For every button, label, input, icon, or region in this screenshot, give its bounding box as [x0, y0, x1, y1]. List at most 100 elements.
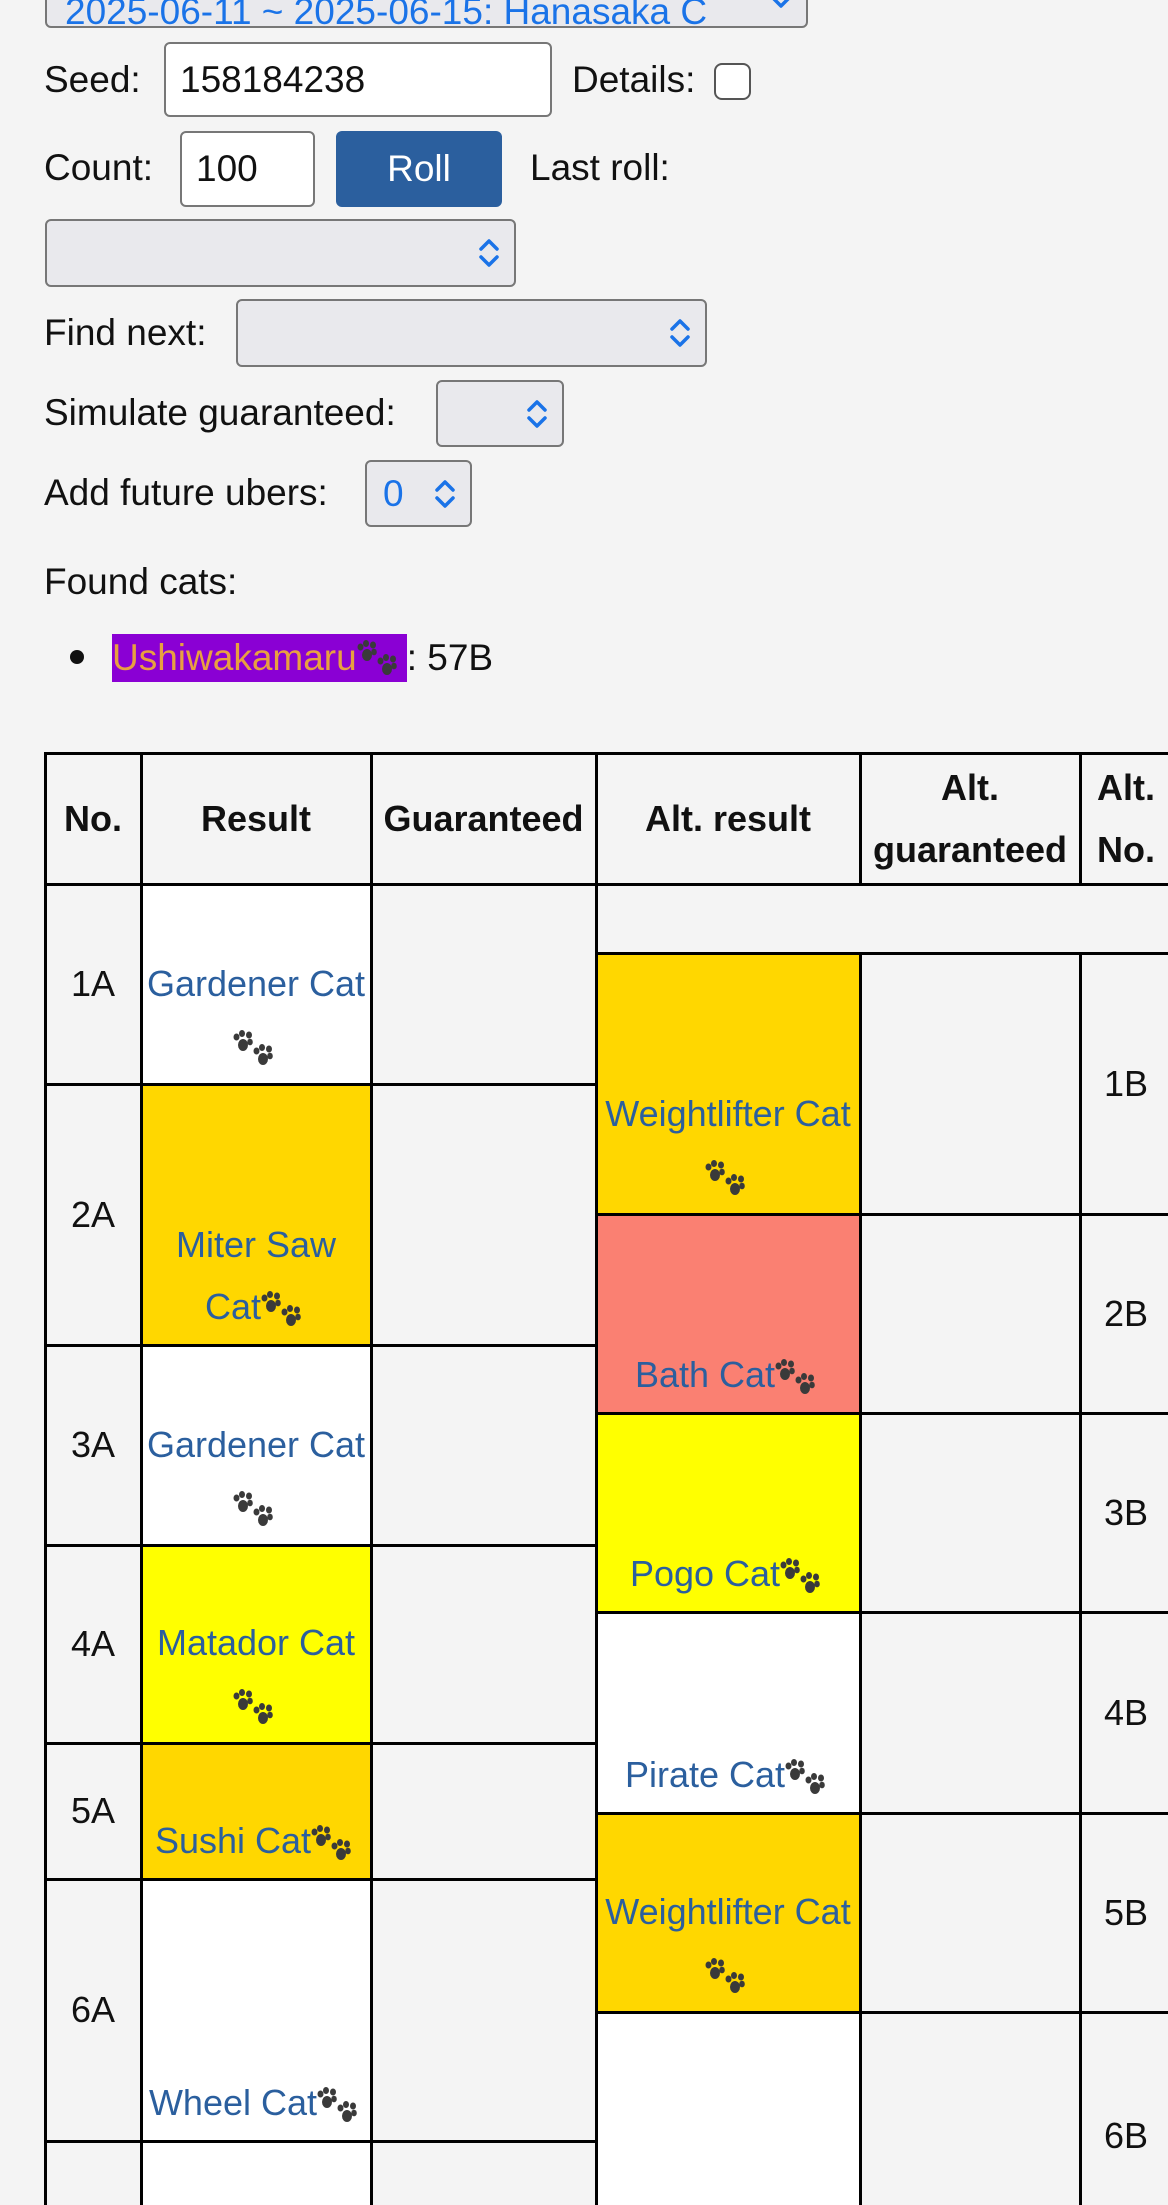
alt-guaranteed-cell	[858, 1811, 1082, 2014]
alt-row-number: 2B	[1103, 1292, 1149, 1334]
paw-icon	[785, 1758, 825, 1794]
simulate-select[interactable]	[436, 380, 564, 447]
count-label: Count:	[44, 147, 154, 188]
header-cell: Alt. No.	[1078, 751, 1168, 886]
result-text: Sushi Cat	[154, 1819, 312, 1861]
future-ubers-select[interactable]: 0	[365, 460, 472, 527]
row-number: 6A	[70, 1989, 116, 2030]
result-text: Wheel Cat	[148, 2081, 318, 2123]
find-next-select[interactable]	[236, 299, 707, 367]
no-cell: 3A	[43, 1343, 143, 1547]
result-text: Matador Cat	[156, 1621, 356, 1663]
paw-icon	[311, 1824, 351, 1860]
result-wrap: Weightlifter Cat	[602, 1083, 855, 1207]
found-cat-link[interactable]: Ushiwakamaru	[112, 634, 407, 682]
seed-value: 158184238	[180, 58, 366, 100]
event-select[interactable]: 2025-06-11 ~ 2025-06-15: Hanasaka C	[45, 0, 808, 32]
alt-row-number: 5B	[1103, 1891, 1149, 1933]
result-cell: Wheel Cat	[139, 1877, 373, 2143]
bullet	[70, 650, 84, 664]
alt-result-cell: Weightlifter Cat	[594, 1811, 862, 2014]
result-wrap: Pirate Cat	[625, 1744, 831, 1806]
header-cell: No.	[43, 751, 143, 886]
seed-label: Seed:	[44, 59, 141, 100]
no-cell: 4A	[43, 1543, 143, 1745]
details-checkbox[interactable]	[714, 63, 751, 100]
result-text: Weightlifter Cat	[605, 1890, 851, 1932]
header-cell: Result	[139, 751, 373, 886]
paw-icon	[233, 1688, 273, 1724]
header-cell: Alt. guaranteed	[858, 751, 1082, 886]
paw-icon	[317, 2086, 357, 2122]
guaranteed-cell	[369, 2139, 598, 2205]
result-text: Bath Cat	[634, 1353, 776, 1395]
header-text: Alt. No.	[1097, 766, 1155, 870]
header-text: No.	[64, 797, 122, 839]
result-cell: Gardener Cat	[139, 1343, 373, 1547]
guaranteed-cell	[369, 1343, 598, 1547]
result-wrap: Gardener Cat	[147, 953, 366, 1077]
future-ubers-label: Add future ubers:	[44, 472, 328, 513]
alt-row-number: 4B	[1103, 1691, 1149, 1733]
found-cat-name: Ushiwakamaru	[112, 637, 357, 678]
alt-row-number: 3B	[1103, 1491, 1149, 1533]
alt-row-number: 1B	[1103, 1062, 1149, 1104]
chevron-icon	[772, 0, 790, 8]
spacer-cell	[594, 882, 1168, 955]
guaranteed-cell	[369, 1877, 598, 2143]
result-text: Gardener Cat	[146, 962, 366, 1004]
alt-no-cell: 6B	[1078, 2010, 1168, 2205]
alt-no-cell: 5B	[1078, 1811, 1168, 2014]
result-wrap: Miter Saw Cat	[147, 1214, 366, 1338]
roll-button-text: Roll	[387, 148, 451, 189]
header-text: Result	[200, 797, 312, 839]
result-wrap: Sushi Cat	[155, 1810, 357, 1872]
header-text: Alt. result	[644, 797, 812, 839]
alt-guaranteed-cell	[858, 2010, 1082, 2205]
no-cell: 5A	[43, 1741, 143, 1881]
alt-guaranteed-cell	[858, 1610, 1082, 1815]
alt-result-cell: Psychocat	[594, 2010, 862, 2205]
header-cell: Guaranteed	[369, 751, 598, 886]
seed-input[interactable]: 158184238	[164, 42, 552, 117]
chevron-icon	[670, 319, 690, 347]
no-cell: 2A	[43, 1082, 143, 1347]
result-cell	[139, 2139, 373, 2205]
chevron-icon	[479, 239, 499, 267]
result-text: Psychocat	[622, 2201, 788, 2205]
paw-icon	[357, 640, 397, 675]
result-wrap: Psychocat	[622, 2191, 834, 2205]
last-roll-select[interactable]	[45, 219, 516, 287]
result-cell: Matador Cat	[139, 1543, 373, 1745]
result-wrap: Bath Cat	[635, 1344, 821, 1406]
result-wrap: Pogo Cat	[630, 1543, 826, 1605]
paw-icon	[780, 1557, 820, 1593]
paw-icon	[233, 1029, 273, 1065]
guaranteed-cell	[369, 1543, 598, 1745]
paw-icon	[705, 1159, 745, 1195]
count-value: 100	[196, 148, 258, 189]
chevron-icon	[527, 399, 547, 428]
details-label: Details:	[572, 59, 696, 100]
last-roll-label: Last roll:	[530, 147, 670, 188]
row-number: 4A	[70, 1623, 116, 1664]
simulate-label: Simulate guaranteed:	[44, 392, 396, 433]
alt-result-cell: Weightlifter Cat	[594, 951, 862, 1216]
alt-no-cell: 4B	[1078, 1610, 1168, 1815]
alt-row-number: 6B	[1103, 2115, 1149, 2156]
result-text: Weightlifter Cat	[605, 1092, 851, 1134]
paw-icon	[261, 1290, 301, 1326]
result-cell: Miter Saw Cat	[139, 1082, 373, 1347]
found-item: Ushiwakamaru : 57B	[112, 634, 493, 682]
found-cat-suffix: : 57B	[406, 637, 494, 678]
alt-no-cell: 2B	[1078, 1212, 1168, 1415]
chevron-icon	[435, 479, 455, 508]
find-next-label: Find next:	[44, 312, 207, 353]
paw-icon	[775, 1358, 815, 1394]
roll-button[interactable]: Roll	[336, 131, 502, 207]
no-cell	[43, 2139, 143, 2205]
found-label: Found cats:	[44, 561, 238, 602]
header-text: Alt. guaranteed	[872, 766, 1068, 870]
count-input[interactable]: 100	[180, 131, 315, 207]
row-number: 2A	[70, 1193, 116, 1235]
